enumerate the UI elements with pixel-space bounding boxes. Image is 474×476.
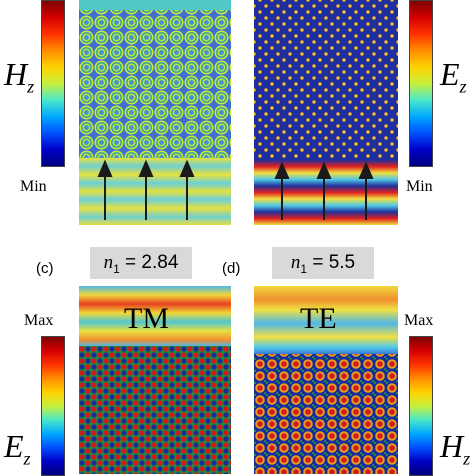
ez-symbol-bottom-left: Ez — [4, 428, 31, 469]
arrow-group-top-left — [97, 159, 195, 220]
colorbar-top-left — [41, 0, 65, 167]
ez-symbol-top-right: Ez — [440, 56, 467, 97]
hz-symbol-bottom-right: Hz — [440, 428, 471, 469]
panel-label-d: (d) — [222, 260, 241, 277]
colorbar-top-right — [409, 0, 433, 167]
refractive-index-d: n1 = 5.5 — [272, 247, 374, 279]
field-map-top-left — [79, 0, 231, 225]
field-map-bottom-right — [254, 286, 398, 474]
field-map-top-right — [254, 0, 398, 225]
max-label-bottom-left: Max — [24, 312, 54, 329]
min-label-top-left: Min — [20, 178, 47, 195]
colorbar-bottom-right — [409, 336, 433, 476]
arrow-group-top-right — [274, 161, 374, 220]
mode-label-te: TE — [300, 302, 337, 335]
refractive-index-c: n1 = 2.84 — [90, 247, 192, 279]
colorbar-bottom-left — [41, 336, 65, 476]
min-label-top-right: Min — [406, 178, 433, 195]
panel-label-c: (c) — [36, 260, 54, 277]
field-map-bottom-left — [79, 286, 231, 474]
hz-symbol-top-left: Hz — [4, 56, 35, 97]
max-label-bottom-right: Max — [404, 312, 434, 329]
mode-label-tm: TM — [124, 302, 169, 335]
